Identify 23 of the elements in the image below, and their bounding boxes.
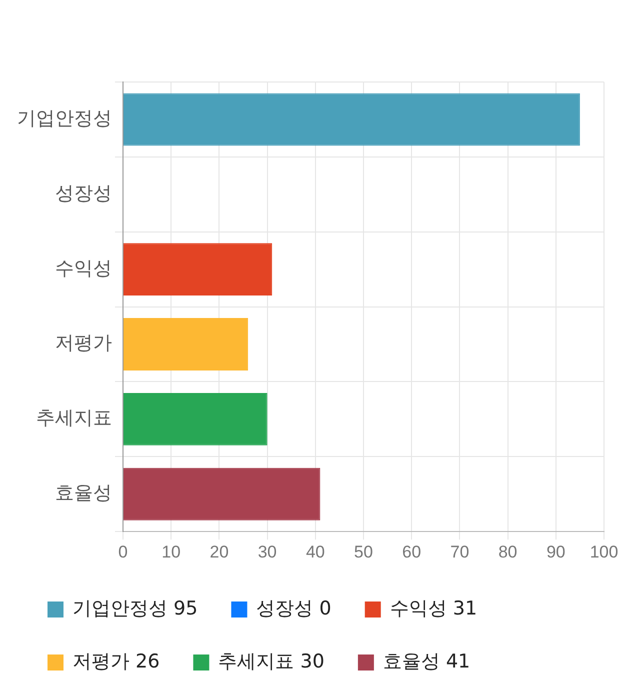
y-tick-label: 수익성 (55, 257, 112, 280)
legend-label: 성장성 0 (256, 597, 332, 620)
x-tick-label: 50 (354, 542, 373, 562)
x-tick-label: 60 (402, 542, 422, 562)
x-tick-label: 80 (498, 542, 518, 562)
x-tick-label: 0 (118, 542, 128, 562)
legend-label: 저평가 26 (72, 650, 160, 672)
y-tick-label: 추세지표 (36, 407, 112, 430)
legend-label: 수익성 31 (390, 597, 478, 620)
x-tick-label: 30 (258, 542, 277, 562)
x-tick-label: 10 (162, 542, 181, 562)
x-tick-label: 100 (590, 542, 618, 562)
y-tick-label: 저평가 (55, 332, 112, 354)
y-tick-label: 효율성 (55, 482, 112, 504)
x-tick-label: 90 (546, 542, 566, 562)
legend-label: 효율성 41 (382, 650, 470, 672)
legend-label: 추세지표 30 (218, 650, 324, 672)
x-tick-label: 70 (450, 542, 470, 562)
x-tick-label: 20 (210, 542, 229, 562)
y-tick-label: 기업안정성 (17, 107, 112, 130)
y-tick-label: 성장성 (55, 182, 112, 204)
x-tick-label: 40 (306, 542, 325, 562)
legend-label: 기업안정성 95 (72, 597, 198, 620)
